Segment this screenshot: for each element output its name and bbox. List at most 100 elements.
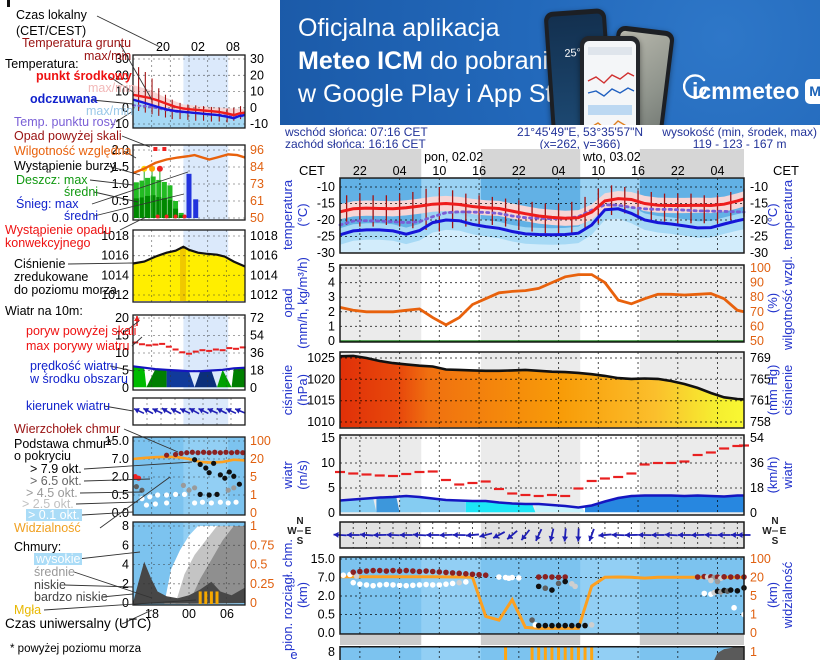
svg-text:temperatura: temperatura bbox=[780, 179, 795, 250]
svg-text:0: 0 bbox=[250, 101, 257, 115]
svg-text:10: 10 bbox=[321, 456, 335, 470]
svg-text:E: E bbox=[305, 526, 312, 537]
svg-text:769: 769 bbox=[750, 351, 771, 365]
svg-text:30: 30 bbox=[115, 52, 129, 66]
svg-text:1: 1 bbox=[250, 488, 257, 502]
legend-item-widzialnosc: Widzialność bbox=[14, 521, 81, 535]
svg-text:(hPa): (hPa) bbox=[295, 374, 310, 406]
svg-text:15.0: 15.0 bbox=[311, 552, 335, 566]
svg-text:10: 10 bbox=[115, 85, 129, 99]
svg-text:1018: 1018 bbox=[250, 229, 278, 243]
svg-text:15.0: 15.0 bbox=[105, 434, 129, 448]
svg-text:18: 18 bbox=[250, 364, 264, 378]
svg-text:1014: 1014 bbox=[101, 268, 129, 282]
app-banner[interactable]: Oficjalna aplikacja Meteo ICM do pobrani… bbox=[280, 0, 820, 125]
logo-badge: M° bbox=[805, 78, 820, 104]
svg-text:e: e bbox=[290, 647, 297, 660]
legend-item-w-srodku: w środku obszaru bbox=[30, 372, 128, 386]
svg-text:5: 5 bbox=[328, 261, 335, 275]
svg-text:765: 765 bbox=[750, 372, 771, 386]
legend-item-konwekcyjnego: konwekcyjnego bbox=[5, 236, 91, 250]
svg-text:04: 04 bbox=[552, 164, 566, 178]
svg-text:0: 0 bbox=[122, 596, 129, 610]
svg-text:-25: -25 bbox=[750, 230, 768, 244]
legend-item-utc: Czas uniwersalny (UTC) bbox=[5, 616, 152, 631]
svg-text:36: 36 bbox=[750, 456, 764, 470]
svg-text:02: 02 bbox=[191, 40, 205, 54]
svg-text:-10: -10 bbox=[317, 180, 335, 194]
coordinates: 21°45'49"E, 53°35'57"N (x=262, y=366) bbox=[480, 126, 680, 150]
svg-text:20: 20 bbox=[115, 68, 129, 82]
altitude-label: wysokość (min, środek, max) bbox=[662, 125, 817, 139]
svg-text:84: 84 bbox=[250, 160, 264, 174]
legend-item-wierzcholek-chmur: Wierzchołek chmur bbox=[14, 422, 121, 436]
legend-item-temperatura-h: Temperatura: bbox=[5, 57, 79, 71]
svg-text:10: 10 bbox=[115, 346, 129, 360]
svg-text:-20: -20 bbox=[317, 213, 335, 227]
legend-item-snieg-max: Śnieg: max bbox=[16, 197, 79, 211]
svg-text:N: N bbox=[296, 516, 303, 527]
svg-text:100: 100 bbox=[250, 434, 271, 448]
svg-text:-15: -15 bbox=[317, 197, 335, 211]
svg-text:90: 90 bbox=[750, 276, 764, 290]
svg-text:1015: 1015 bbox=[307, 394, 335, 408]
svg-text:16: 16 bbox=[472, 164, 486, 178]
svg-text:(km): (km) bbox=[765, 582, 780, 608]
svg-text:5: 5 bbox=[328, 481, 335, 495]
legend-item-zredukowane: zredukowane bbox=[14, 270, 89, 284]
svg-text:30: 30 bbox=[250, 52, 264, 66]
legend-item-o-maxmin: max/min bbox=[86, 104, 134, 118]
svg-text:0: 0 bbox=[122, 381, 129, 395]
svg-text:-15: -15 bbox=[750, 197, 768, 211]
legend-item-predkosc-wiatru: prędkość wiatru bbox=[30, 359, 118, 373]
legend-item-poryw-powyzej: poryw powyżej skali bbox=[26, 324, 137, 338]
svg-text:5: 5 bbox=[750, 589, 757, 603]
svg-text:08: 08 bbox=[226, 40, 240, 54]
svg-text:0.5: 0.5 bbox=[112, 194, 129, 208]
grid-xy: (x=262, y=366) bbox=[539, 137, 621, 151]
logo-swoosh-icon bbox=[683, 74, 708, 99]
svg-text:8: 8 bbox=[122, 519, 129, 533]
legend-item-punkt-srodkowy: punkt środkowy bbox=[36, 69, 132, 83]
svg-text:20: 20 bbox=[250, 452, 264, 466]
legend-item-okt79: > 7.9 okt. bbox=[30, 462, 82, 476]
svg-text:wto, 03.02: wto, 03.02 bbox=[582, 150, 641, 164]
phone-image bbox=[580, 36, 640, 125]
svg-text:W: W bbox=[287, 526, 297, 537]
legend-item-opad-powyzej: Opad powyżej skali bbox=[14, 129, 122, 143]
svg-text:-10: -10 bbox=[750, 180, 768, 194]
svg-text:3: 3 bbox=[328, 290, 335, 304]
svg-text:36: 36 bbox=[250, 346, 264, 360]
legend-item-kierunek-wiatru: kierunek wiatru bbox=[26, 399, 111, 413]
legend-item-o-pokryciu: o pokryciu bbox=[14, 449, 71, 463]
svg-text:pion. rozciągł. chm.: pion. rozciągł. chm. bbox=[280, 539, 295, 651]
svg-text:0: 0 bbox=[250, 381, 257, 395]
location-info-bar: wschód słońca: 07:16 CET zachód słońca: … bbox=[280, 125, 820, 150]
svg-text:54: 54 bbox=[250, 329, 264, 343]
svg-text:pon, 02.02: pon, 02.02 bbox=[424, 150, 483, 164]
svg-text:-30: -30 bbox=[750, 246, 768, 260]
svg-text:0.25: 0.25 bbox=[250, 577, 274, 591]
icmmeteo-logo: icmmeteo M° bbox=[683, 74, 820, 106]
svg-text:73: 73 bbox=[250, 177, 264, 191]
svg-text:0.0: 0.0 bbox=[318, 626, 335, 640]
svg-text:temperatura: temperatura bbox=[280, 179, 295, 250]
legend-item-temp-gruntu: Temperatura gruntu bbox=[22, 36, 132, 50]
svg-text:(m/s): (m/s) bbox=[295, 460, 310, 490]
svg-text:22: 22 bbox=[353, 164, 367, 178]
svg-text:10: 10 bbox=[250, 85, 264, 99]
svg-text:50: 50 bbox=[750, 334, 764, 348]
svg-text:(%): (%) bbox=[765, 293, 780, 313]
svg-text:-20: -20 bbox=[750, 213, 768, 227]
coords-value: 21°45'49"E, 53°35'57"N bbox=[516, 125, 644, 139]
legend-item-odczuwana: odczuwana bbox=[30, 92, 98, 106]
svg-text:00: 00 bbox=[182, 607, 196, 621]
svg-text:761: 761 bbox=[750, 394, 771, 408]
sunrise-time: wschód słońca: 07:16 CET bbox=[285, 125, 428, 139]
legend-item-snieg-sredni: średni bbox=[64, 209, 99, 223]
svg-text:4: 4 bbox=[122, 558, 129, 572]
legend-item-tg-maxmin: max/min bbox=[84, 49, 132, 63]
svg-text:opad: opad bbox=[280, 289, 295, 318]
svg-text:70: 70 bbox=[750, 305, 764, 319]
